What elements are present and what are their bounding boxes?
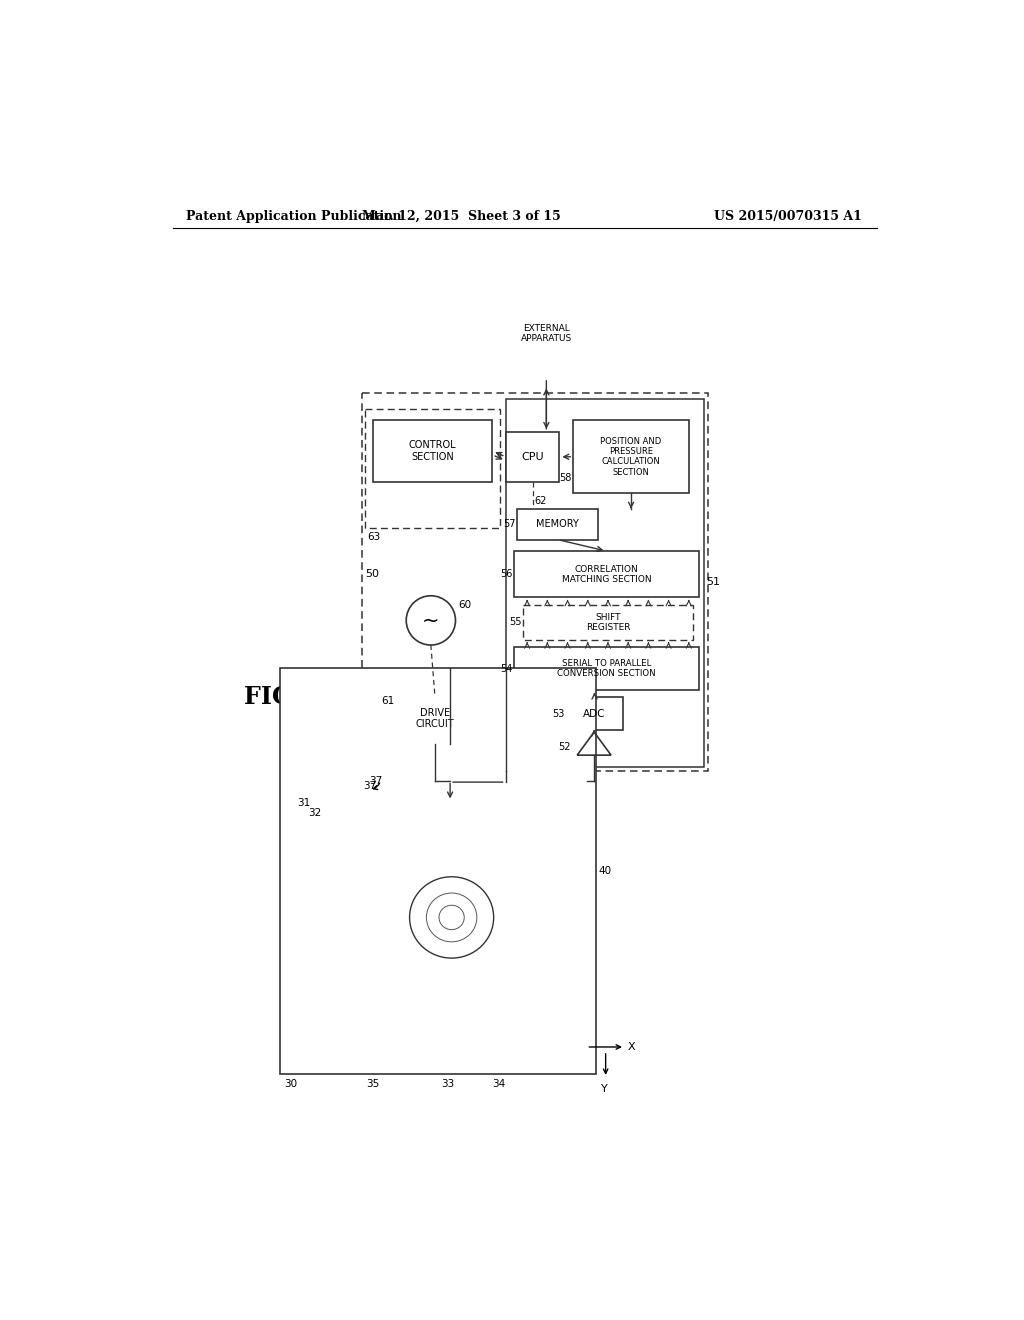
Text: 37: 37 — [370, 776, 383, 785]
Text: 50: 50 — [366, 569, 380, 579]
Text: Patent Application Publication: Patent Application Publication — [186, 210, 401, 223]
Text: 63: 63 — [368, 532, 381, 541]
Text: SHIFT
REGISTER: SHIFT REGISTER — [586, 612, 630, 632]
Bar — [523, 605, 692, 640]
Text: ADC: ADC — [584, 709, 606, 718]
Text: 61: 61 — [381, 696, 394, 706]
Text: POSITION AND
PRESSURE
CALCULATION
SECTION: POSITION AND PRESSURE CALCULATION SECTIO… — [600, 437, 662, 477]
Bar — [306, 821, 559, 1048]
Bar — [396, 693, 473, 743]
Bar — [295, 812, 569, 1057]
Bar — [514, 552, 698, 597]
Text: SERIAL TO PARALLEL
CONVERSION SECTION: SERIAL TO PARALLEL CONVERSION SECTION — [557, 659, 655, 678]
Bar — [361, 393, 708, 771]
Text: 62: 62 — [535, 496, 547, 506]
Bar — [517, 508, 598, 540]
Text: 53: 53 — [552, 709, 564, 718]
Text: 37: 37 — [364, 781, 377, 791]
Text: 30: 30 — [285, 1080, 298, 1089]
Bar — [506, 400, 705, 767]
Bar — [565, 697, 624, 730]
Bar — [280, 668, 596, 1074]
Text: CONTROL
SECTION: CONTROL SECTION — [409, 440, 457, 462]
Text: ~: ~ — [422, 610, 439, 631]
Text: CORRELATION
MATCHING SECTION: CORRELATION MATCHING SECTION — [561, 565, 651, 583]
Text: 55: 55 — [509, 618, 521, 627]
Text: US 2015/0070315 A1: US 2015/0070315 A1 — [714, 210, 862, 223]
Text: CPU: CPU — [521, 451, 544, 462]
Bar — [283, 799, 583, 1071]
Text: Mar. 12, 2015  Sheet 3 of 15: Mar. 12, 2015 Sheet 3 of 15 — [362, 210, 561, 223]
Bar — [373, 420, 493, 482]
Text: DRIVE
CIRCUIT: DRIVE CIRCUIT — [416, 708, 454, 730]
Text: 54: 54 — [500, 664, 512, 673]
Text: X: X — [628, 1041, 635, 1052]
Text: EXTERNAL
APPARATUS: EXTERNAL APPARATUS — [521, 323, 572, 343]
Text: 32: 32 — [308, 808, 322, 817]
Bar — [506, 432, 559, 482]
Text: 31: 31 — [298, 797, 311, 808]
Text: 51: 51 — [707, 577, 721, 587]
Text: 56: 56 — [500, 569, 512, 579]
Text: 58: 58 — [559, 473, 571, 483]
Bar — [366, 409, 500, 528]
Text: 34: 34 — [492, 1080, 505, 1089]
Text: 40: 40 — [598, 866, 611, 876]
Text: 57: 57 — [503, 519, 515, 529]
Text: MEMORY: MEMORY — [537, 519, 579, 529]
Bar — [573, 420, 689, 494]
Text: 33: 33 — [440, 1080, 454, 1089]
Text: 35: 35 — [366, 1080, 379, 1089]
Text: 52: 52 — [558, 742, 571, 752]
Text: FIG. 4: FIG. 4 — [245, 685, 325, 709]
Bar — [514, 647, 698, 689]
Text: Y: Y — [601, 1084, 607, 1094]
Text: 60: 60 — [458, 601, 471, 610]
